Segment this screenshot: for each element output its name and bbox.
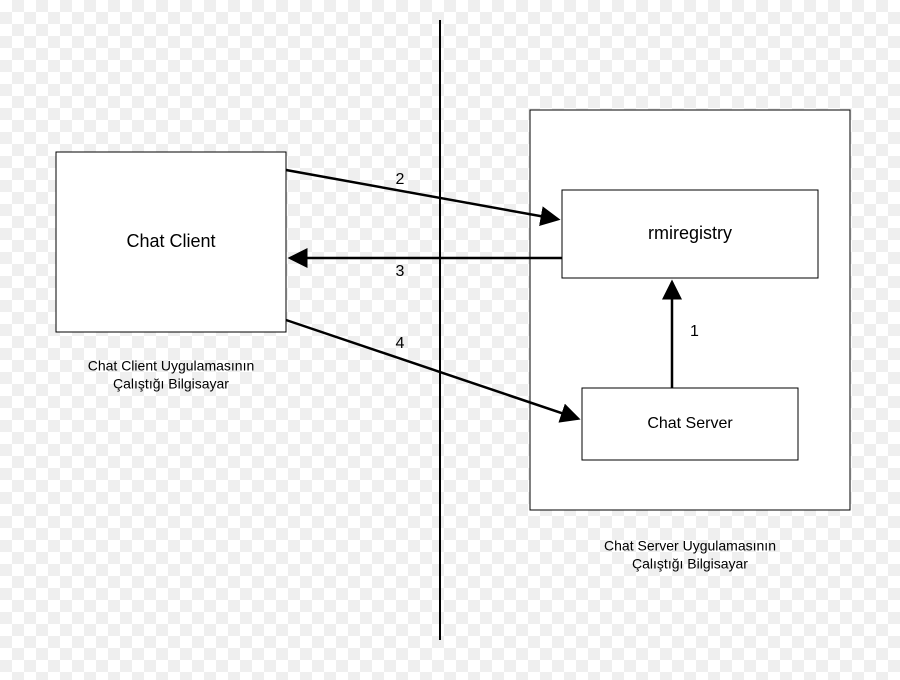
client-caption-line2: Çalıştığı Bilgisayar	[113, 375, 229, 391]
diagram-svg: Chat Client rmiregistry Chat Server Chat…	[0, 0, 900, 680]
chat-server-label: Chat Server	[647, 415, 733, 432]
client-box-label: Chat Client	[126, 231, 215, 251]
client-caption-line1: Chat Client Uygulamasının	[88, 357, 255, 373]
edge-2	[286, 170, 558, 219]
server-caption-line1: Chat Server Uygulamasının	[604, 537, 776, 553]
server-caption-line2: Çalıştığı Bilgisayar	[632, 555, 748, 571]
edge-1-label: 1	[690, 323, 699, 340]
edge-4-label: 4	[396, 335, 405, 352]
rmiregistry-label: rmiregistry	[648, 223, 732, 243]
edge-3-label: 3	[396, 263, 405, 280]
edge-2-label: 2	[396, 171, 405, 188]
